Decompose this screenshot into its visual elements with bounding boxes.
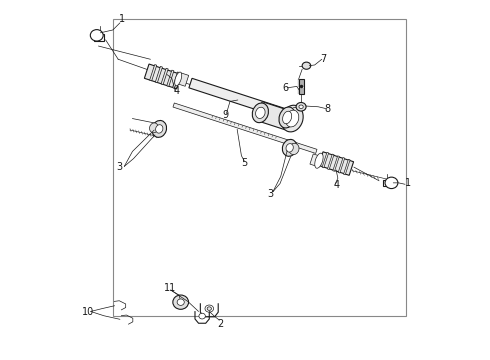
Ellipse shape: [205, 305, 214, 312]
Ellipse shape: [315, 153, 323, 168]
Bar: [145, 64, 181, 89]
Bar: [167, 70, 174, 86]
Text: 4: 4: [333, 180, 340, 190]
Ellipse shape: [296, 103, 306, 111]
Ellipse shape: [149, 123, 158, 133]
Bar: [318, 152, 354, 175]
Bar: [178, 73, 189, 86]
Ellipse shape: [156, 125, 163, 133]
Text: 10: 10: [82, 307, 95, 317]
Ellipse shape: [385, 177, 398, 189]
Text: 5: 5: [241, 158, 247, 168]
Bar: [161, 68, 168, 85]
Bar: [189, 78, 294, 121]
Ellipse shape: [256, 107, 265, 118]
Ellipse shape: [90, 30, 103, 41]
Bar: [322, 152, 329, 168]
Bar: [327, 154, 334, 170]
Bar: [343, 159, 350, 175]
Ellipse shape: [199, 313, 205, 319]
Bar: [172, 72, 180, 88]
Bar: [310, 154, 319, 166]
Text: 1: 1: [119, 14, 125, 23]
Text: 3: 3: [268, 189, 274, 199]
Ellipse shape: [299, 105, 303, 109]
Text: 1: 1: [404, 178, 411, 188]
Text: 7: 7: [320, 54, 327, 64]
Ellipse shape: [281, 105, 303, 132]
Bar: [383, 180, 393, 186]
Bar: [113, 19, 406, 316]
Text: 8: 8: [324, 104, 330, 113]
Text: 9: 9: [222, 110, 228, 120]
Bar: [94, 34, 103, 41]
Ellipse shape: [279, 107, 295, 128]
Ellipse shape: [207, 307, 211, 310]
Ellipse shape: [282, 139, 297, 156]
Bar: [173, 103, 317, 153]
Ellipse shape: [152, 121, 167, 138]
Ellipse shape: [173, 295, 189, 309]
Ellipse shape: [175, 72, 182, 86]
Bar: [338, 158, 345, 173]
Bar: [155, 66, 163, 83]
Text: 3: 3: [116, 162, 122, 172]
Ellipse shape: [286, 144, 294, 152]
Text: 4: 4: [173, 86, 179, 96]
Bar: [333, 156, 340, 171]
Bar: [256, 102, 291, 130]
Text: 6: 6: [282, 83, 288, 93]
Bar: [298, 79, 304, 94]
Text: 2: 2: [217, 319, 223, 329]
Text: 11: 11: [164, 283, 176, 293]
Ellipse shape: [283, 111, 292, 124]
Ellipse shape: [177, 299, 184, 305]
Ellipse shape: [289, 143, 299, 154]
Ellipse shape: [252, 103, 269, 123]
Bar: [149, 64, 157, 81]
Ellipse shape: [302, 62, 311, 69]
Ellipse shape: [286, 110, 299, 127]
